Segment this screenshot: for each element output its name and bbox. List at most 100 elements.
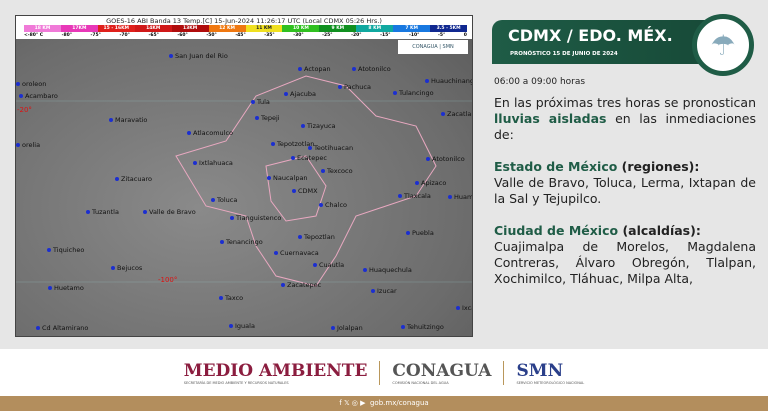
intro-text-2: en las inmediaciones de: <box>494 111 756 142</box>
colorbar-tick: -20° <box>351 33 362 38</box>
place-label: Zitacuaro <box>115 175 152 183</box>
colorbar-tick: -65° <box>148 33 159 38</box>
colorbar-tick: -10° <box>409 33 420 38</box>
place-label: Iguala <box>229 322 255 330</box>
place-label: Cuautla <box>313 261 344 269</box>
place-label: Tepotzotlan <box>271 140 314 148</box>
cdmx-text: Cuajimalpa de Morelos, Magdalena Contrer… <box>494 239 756 286</box>
place-label: Apizaco <box>415 179 446 187</box>
place-label: Ixca <box>456 304 472 312</box>
place-label: Tulancingo <box>393 89 434 97</box>
colorbar-segment: 18 KM <box>24 25 61 32</box>
cdmx-section: Ciudad de México (alcaldías): Cuajimalpa … <box>494 223 756 287</box>
medio-ambiente-sub: SECRETARÍA DE MEDIO AMBIENTE Y RECURSOS … <box>183 380 289 385</box>
place-label: Texcoco <box>321 167 353 175</box>
place-label: Atlacomulco <box>187 129 233 137</box>
conagua-text: CONAGUA <box>392 360 492 381</box>
place-label: Tianguistenco <box>230 214 281 222</box>
colorbar-tick: -75° <box>90 33 101 38</box>
smn-sub: SERVICIO METEOROLÓGICO NACIONAL <box>516 380 585 385</box>
colorbar-tick: 0 <box>463 33 467 38</box>
colorbar-segment: 10 KM <box>282 25 320 32</box>
edomex-section: Estado de México (regiones): Valle de Bra… <box>494 159 756 207</box>
forecast-panel: 06:00 a 09:00 horas En las próximas tres… <box>494 77 756 287</box>
place-label: Tiquicheo <box>47 246 84 254</box>
place-label: Puebla <box>406 229 434 237</box>
colorbar-tick: -5° <box>437 33 446 38</box>
place-label: Teotihuacan <box>308 144 353 152</box>
logo-bar: MEDIO AMBIENTE SECRETARÍA DE MEDIO AMBIEN… <box>0 349 768 396</box>
website-link[interactable]: gob.mx/conagua <box>369 399 429 407</box>
forecast-intro: En las próximas tres horas se pronostica… <box>494 95 756 143</box>
social-icons[interactable]: f 𝕏 ◎ ▶ <box>339 399 366 407</box>
place-label: Tizayuca <box>301 122 336 130</box>
place-label: Actopan <box>298 65 331 73</box>
place-label: Tula <box>251 98 270 106</box>
cloud-rain-icon: ☂ <box>692 14 754 76</box>
place-label: Bejucos <box>111 264 142 272</box>
place-label: Tlaxcala <box>398 192 431 200</box>
colorbar-tick: -15° <box>380 33 391 38</box>
place-label: Acambaro <box>19 92 58 100</box>
place-label: Zacatepec <box>281 281 321 289</box>
colorbar-segment: 11 KM <box>245 25 283 32</box>
colorbar-ticks: <-80° C -80° -75° -70° -65° -60° -50° -45° -35° -… <box>24 33 467 38</box>
colorbar-segment: 15 - 16KM <box>97 25 135 32</box>
rain-highlight: lluvias aisladas <box>494 111 607 126</box>
cdmx-title: Ciudad de México <box>494 223 619 238</box>
colorbar-segment: 9 KM <box>319 25 357 32</box>
place-label: Tuzantla <box>86 208 119 216</box>
place-label: Cd Altamirano <box>36 324 88 332</box>
colorbar-segment: 13KM <box>171 25 209 32</box>
place-label: Tehuitzingo <box>401 323 444 331</box>
satellite-map: GOES-16 ABI Banda 13 Temp.[C] 15-Jun-202… <box>15 15 473 337</box>
place-label: San Juan del Rio <box>169 52 228 60</box>
place-label: Ajacuba <box>284 90 316 98</box>
state-borders <box>16 75 472 287</box>
place-label: Atotonilco <box>426 155 465 163</box>
colorbar-segment: 12 KM <box>208 25 246 32</box>
place-label: Ixtlahuaca <box>193 159 233 167</box>
place-label: Pachuca <box>338 83 371 91</box>
medio-ambiente-text: MEDIO AMBIENTE <box>183 360 368 381</box>
place-label: Chalco <box>319 201 347 209</box>
place-label: Jolalpan <box>331 324 363 332</box>
map-title: GOES-16 ABI Banda 13 Temp.[C] 15-Jun-202… <box>106 17 382 25</box>
colorbar-segment: 14KM <box>134 25 172 32</box>
place-label: Valle de Bravo <box>143 208 196 216</box>
colorbar-tick: -25° <box>322 33 333 38</box>
place-label: Ecatepec <box>291 154 327 162</box>
smn-logo: SMN SERVICIO METEOROLÓGICO NACIONAL <box>516 361 584 385</box>
place-label: CDMX <box>292 187 318 195</box>
place-label: Naucalpan <box>267 174 308 182</box>
colorbar-segment: 3.5 - 5KM <box>430 25 468 32</box>
place-label: Zacatlan <box>441 110 472 118</box>
intro-text: En las próximas tres horas se pronostica… <box>494 95 756 110</box>
place-label: Huama <box>448 193 472 201</box>
colorbar-tick: <-80° C <box>24 33 44 38</box>
colorbar-tick: -35° <box>264 33 275 38</box>
colorbar: 18 KM 17KM 15 - 16KM 14KM 13KM 12 KM 11 KM 10 K… <box>24 25 468 32</box>
place-label: Izucar <box>371 287 397 295</box>
edomex-text: Valle de Bravo, Toluca, Lerma, Ixtapan d… <box>494 175 756 206</box>
edomex-title: Estado de México <box>494 159 618 174</box>
colorbar-tick: -45° <box>235 33 246 38</box>
place-label: Cuernavaca <box>274 249 319 257</box>
medio-ambiente-logo: MEDIO AMBIENTE SECRETARÍA DE MEDIO AMBIEN… <box>184 361 368 385</box>
edomex-suffix: (regiones): <box>617 159 700 174</box>
place-label: Toluca <box>211 196 237 204</box>
divider <box>379 360 381 385</box>
colorbar-tick: -60° <box>177 33 188 38</box>
colorbar-tick: -30° <box>293 33 304 38</box>
banner-subtitle: PRONÓSTICO 15 DE JUNIO DE 2024 <box>510 51 618 57</box>
conagua-sub: COMISIÓN NACIONAL DEL AGUA <box>392 380 449 385</box>
colorbar-tick: -50° <box>206 33 217 38</box>
place-label: Huauchinango <box>425 77 472 85</box>
colorbar-segment: 17KM <box>60 25 98 32</box>
place-label: Taxco <box>219 294 243 302</box>
title-banner: CDMX / EDO. MÉX. PRONÓSTICO 15 DE JUNIO … <box>492 20 712 64</box>
colorbar-tick: -80° <box>61 33 72 38</box>
conagua-logo: CONAGUA COMISIÓN NACIONAL DEL AGUA <box>392 361 491 385</box>
colorbar-tick: -70° <box>119 33 130 38</box>
place-label: Huaquechula <box>363 266 412 274</box>
